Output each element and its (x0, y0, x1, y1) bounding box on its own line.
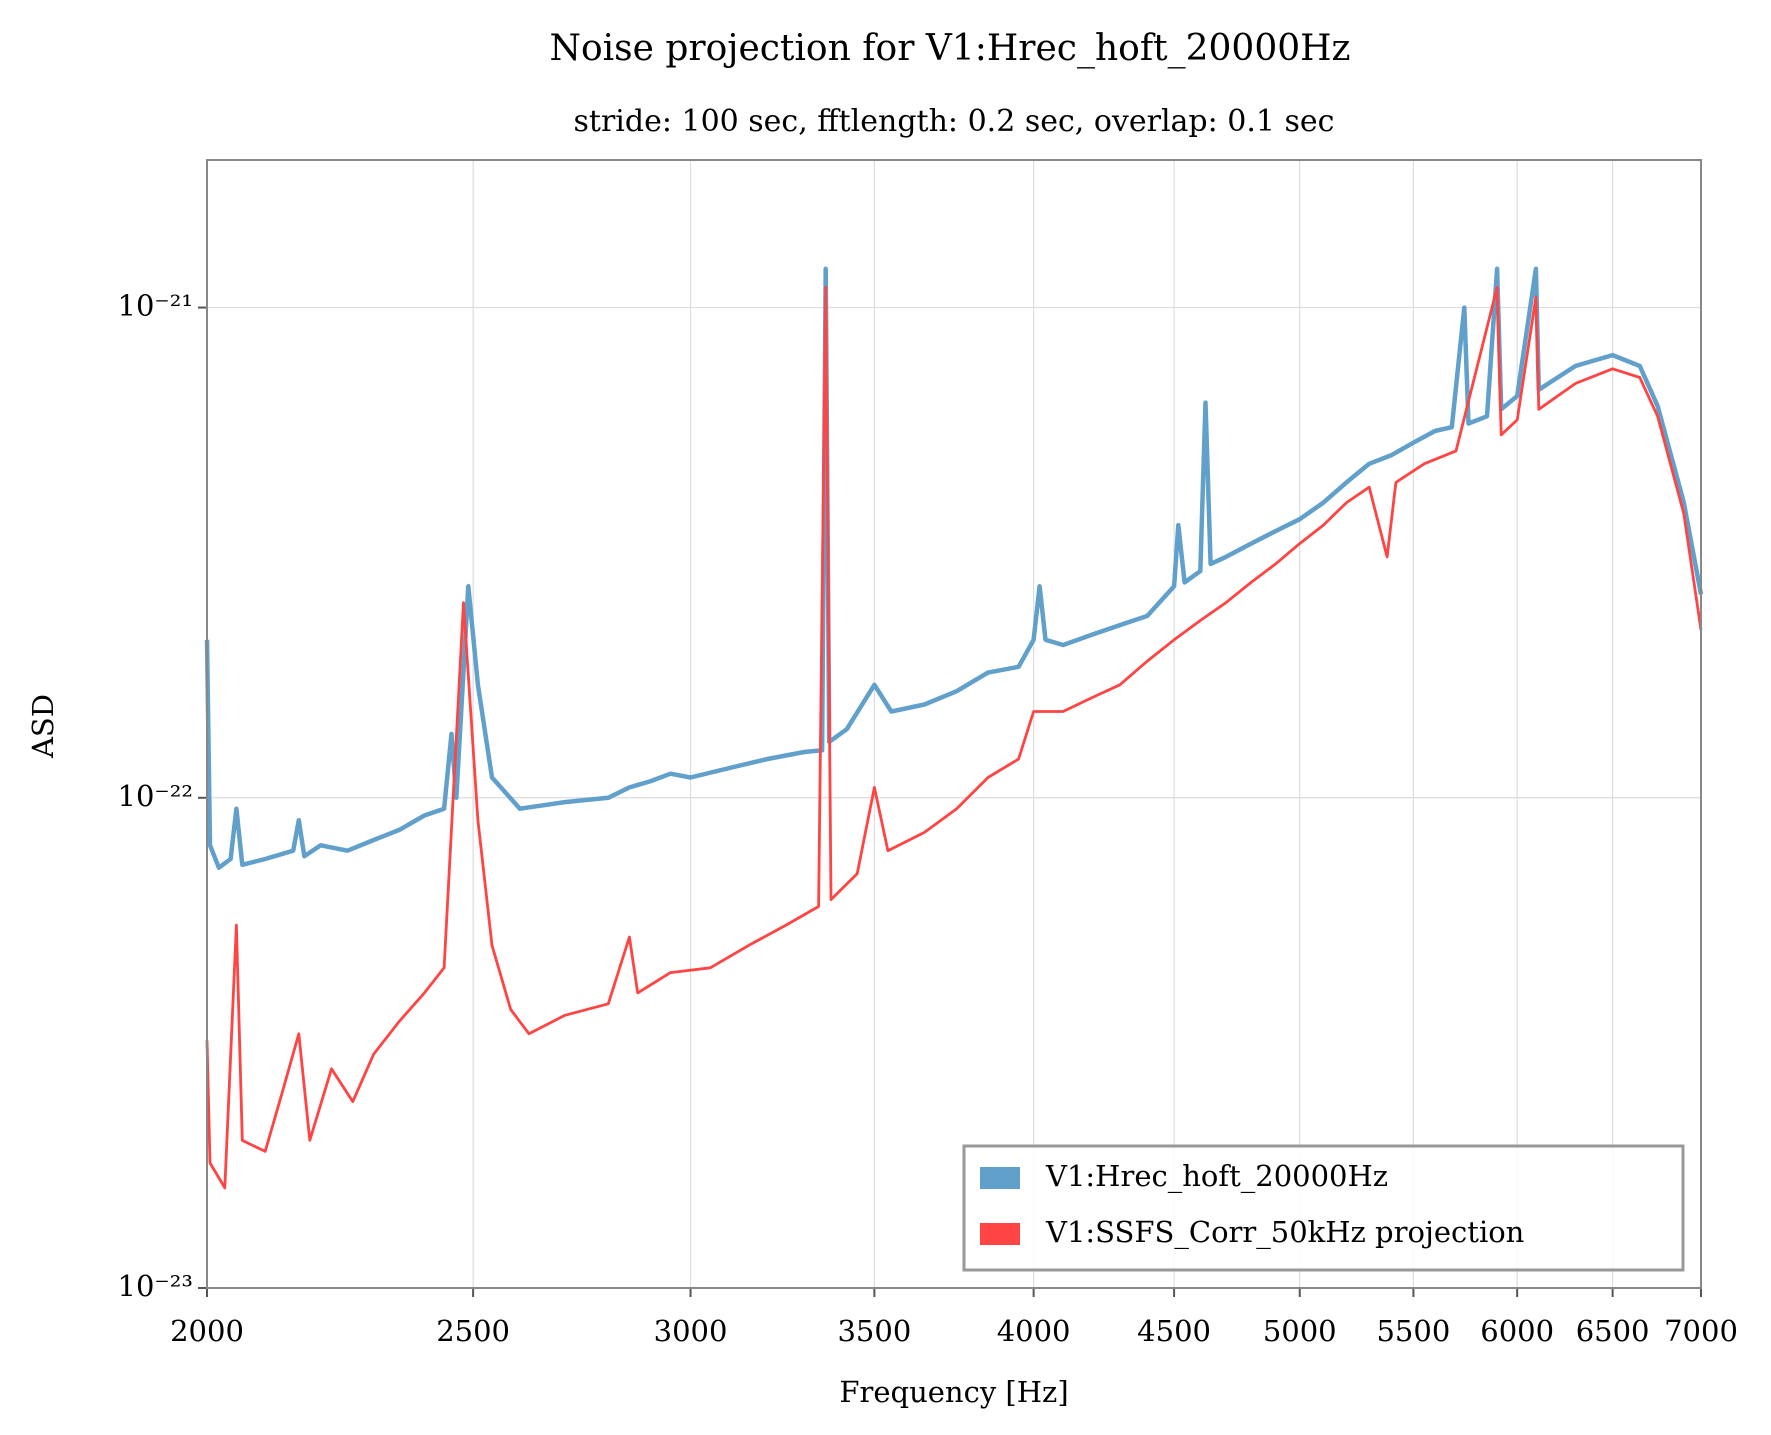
legend-box (962, 1144, 1685, 1272)
chart-subtitle: stride: 100 sec, fftlength: 0.2 sec, ove… (574, 104, 1335, 139)
x-tick-label: 2500 (436, 1314, 510, 1348)
y-tick-label: 10⁻²² (118, 779, 193, 813)
plot-frame (206, 159, 1702, 1289)
y-axis-label: ASD (26, 694, 60, 759)
legend-label: V1:SSFS_Corr_50kHz projection (1045, 1215, 1524, 1250)
legend-label: V1:Hrec_hoft_20000Hz (1045, 1159, 1388, 1194)
x-tick-label: 4000 (997, 1314, 1071, 1348)
series-line (204, 266, 1704, 870)
legend-swatch (980, 1223, 1020, 1245)
chart-title: Noise projection for V1:Hrec_hoft_20000H… (549, 28, 1350, 69)
y-tick-label: 10⁻²³ (118, 1269, 193, 1303)
x-tick-label: 7000 (1664, 1314, 1738, 1348)
x-tick-label: 6500 (1576, 1314, 1650, 1348)
x-tick-label: 5500 (1376, 1314, 1450, 1348)
x-axis-label: Frequency [Hz] (839, 1375, 1068, 1409)
x-tick-label: 3000 (654, 1314, 728, 1348)
series-line (205, 285, 1703, 1190)
legend-swatch (980, 1167, 1020, 1189)
x-tick-label: 4500 (1137, 1314, 1211, 1348)
y-tick-label: 10⁻²¹ (118, 289, 193, 323)
x-tick-label: 3500 (837, 1314, 911, 1348)
legend: V1:Hrec_hoft_20000Hz V1:SSFS_Corr_50kHz p… (962, 1144, 1685, 1272)
x-tick-label: 6000 (1480, 1314, 1554, 1348)
x-tick-label: 5000 (1263, 1314, 1337, 1348)
x-tick-label: 2000 (170, 1314, 244, 1348)
